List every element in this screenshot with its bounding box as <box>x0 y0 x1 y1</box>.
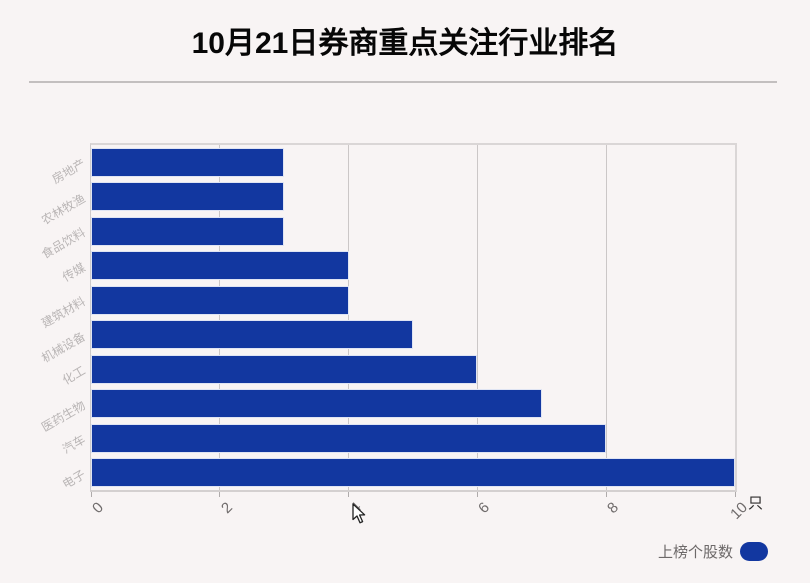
bar-传媒 <box>91 251 349 281</box>
y-axis-label-汽车: 汽车 <box>59 432 88 457</box>
legend-label: 上榜个股数 <box>658 544 734 561</box>
x-axis-unit-label: 只 <box>748 495 764 512</box>
legend: 上榜个股数 <box>658 541 769 562</box>
y-axis-label-电子: 电子 <box>59 467 88 492</box>
x-tickmark-10 <box>734 492 736 497</box>
bar-食品饮料 <box>91 216 285 246</box>
y-axis-label-农林牧渔: 农林牧渔 <box>39 191 88 228</box>
gridline-x-6 <box>476 145 478 490</box>
y-axis-label-房地产: 房地产 <box>49 156 88 187</box>
x-tickmark-0 <box>90 492 92 497</box>
y-axis-label-化工: 化工 <box>59 363 88 388</box>
title-divider <box>29 81 777 83</box>
gridline-x-8 <box>605 145 607 490</box>
x-tick-label-0: 0 <box>89 499 108 517</box>
y-axis-label-建筑材料: 建筑材料 <box>39 294 88 331</box>
y-axis-label-食品饮料: 食品饮料 <box>39 225 88 262</box>
x-tick-label-6: 6 <box>475 499 494 517</box>
bar-汽车 <box>91 423 607 453</box>
y-axis-label-传媒: 传媒 <box>59 260 88 285</box>
bar-房地产 <box>91 147 285 177</box>
bar-机械设备 <box>91 320 413 350</box>
chart-title: 10月21日券商重点关注行业排名 <box>191 27 619 60</box>
y-axis-label-机械设备: 机械设备 <box>39 329 88 366</box>
y-axis-label-医药生物: 医药生物 <box>39 398 88 435</box>
bar-建筑材料 <box>91 285 349 315</box>
gridline-x-4 <box>348 145 350 490</box>
bar-电子 <box>91 458 735 488</box>
gridline-x-2 <box>219 145 221 490</box>
x-tick-label-2: 2 <box>217 499 236 517</box>
plot-area: 房地产农林牧渔食品饮料传媒建筑材料机械设备化工医药生物汽车电子0246810 <box>39 143 751 523</box>
bar-农林牧渔 <box>91 182 285 212</box>
bar-化工 <box>91 354 478 384</box>
x-tickmark-4 <box>348 492 350 497</box>
mouse-cursor-icon <box>352 503 366 524</box>
x-tickmark-2 <box>219 492 221 497</box>
x-tickmark-6 <box>476 492 478 497</box>
legend-swatch-icon <box>740 542 769 561</box>
x-tick-label-8: 8 <box>604 499 623 517</box>
bar-医药生物 <box>91 389 542 419</box>
x-tickmark-8 <box>605 492 607 497</box>
